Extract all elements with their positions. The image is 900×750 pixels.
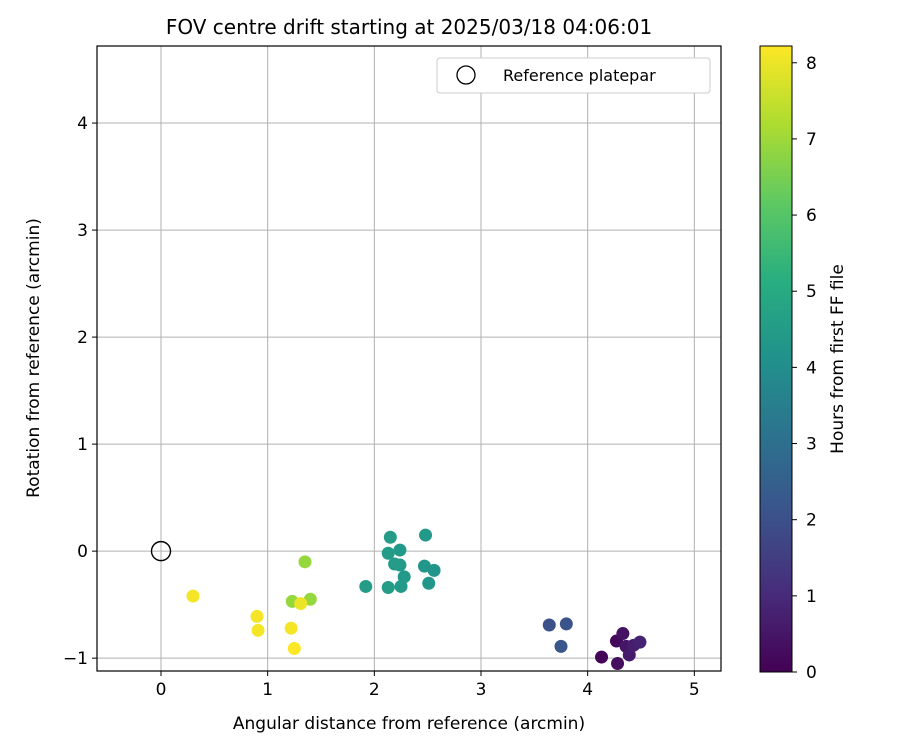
- x-tick-label: 3: [476, 680, 487, 700]
- colorbar-tick-label: 3: [806, 435, 817, 455]
- data-point: [417, 559, 431, 573]
- colorbar-tick-label: 1: [806, 587, 817, 607]
- data-point: [388, 557, 402, 571]
- x-tick-label: 4: [582, 680, 593, 700]
- plot-frame: [96, 45, 722, 672]
- data-point: [383, 530, 397, 544]
- colorbar-tick-label: 4: [806, 358, 817, 378]
- colorbar-label: Hours from first FF file: [828, 264, 848, 454]
- data-point: [419, 528, 433, 542]
- y-tick-label: 2: [77, 328, 88, 348]
- y-tick-label: 3: [77, 221, 88, 241]
- colorbar-tick-label: 7: [806, 130, 817, 150]
- x-tick-label: 0: [156, 680, 167, 700]
- y-tick-label: 4: [77, 114, 88, 134]
- data-point: [250, 609, 264, 623]
- data-point: [422, 576, 436, 590]
- y-axis-label: Rotation from reference (arcmin): [24, 218, 44, 498]
- y-axis-ticks: −1 0 1 2 3 4: [63, 114, 97, 669]
- chart-title: FOV centre drift starting at 2025/03/18 …: [166, 15, 652, 39]
- legend-label-reference: Reference platepar: [503, 66, 656, 85]
- x-tick-label: 5: [689, 680, 700, 700]
- data-point: [611, 657, 625, 671]
- grid-lines: [97, 46, 721, 671]
- data-points: [186, 528, 647, 671]
- data-point: [294, 597, 308, 611]
- data-point: [298, 555, 312, 569]
- reference-layer: [150, 540, 172, 562]
- y-tick-label: −1: [63, 649, 88, 669]
- data-point: [186, 589, 200, 603]
- legend: Reference platepar: [436, 57, 711, 94]
- data-point: [381, 581, 395, 595]
- data-point: [287, 642, 301, 656]
- colorbar-tick-label: 0: [806, 663, 817, 683]
- legend-box: [436, 57, 711, 94]
- colorbar-tick-label: 2: [806, 511, 817, 531]
- y-tick-label: 1: [77, 435, 88, 455]
- colorbar: 0 1 2 3 4 5 6 7 8 Hours from first FF file: [759, 45, 848, 683]
- data-point: [284, 621, 298, 635]
- colorbar-ticks: 0 1 2 3 4 5 6 7 8: [792, 54, 817, 683]
- data-point: [542, 618, 556, 632]
- reference-platepar-marker: [150, 540, 172, 562]
- data-point: [381, 546, 395, 560]
- colorbar-tick-label: 5: [806, 282, 817, 302]
- x-axis-label: Angular distance from reference (arcmin): [233, 714, 585, 734]
- data-point: [559, 617, 573, 631]
- data-point: [394, 579, 408, 593]
- colorbar-gradient: [759, 45, 793, 673]
- data-point: [616, 627, 630, 641]
- data-point: [554, 639, 568, 653]
- colorbar-tick-label: 8: [806, 54, 817, 74]
- x-axis-ticks: 0 1 2 3 4 5: [156, 671, 700, 700]
- y-tick-label: 0: [77, 542, 88, 562]
- data-point: [393, 543, 407, 557]
- data-point: [251, 623, 265, 637]
- x-tick-label: 1: [262, 680, 273, 700]
- data-point: [595, 650, 609, 664]
- colorbar-tick-label: 6: [806, 206, 817, 226]
- legend-marker-reference: [456, 65, 476, 85]
- data-point: [633, 635, 647, 649]
- data-point: [359, 579, 373, 593]
- x-tick-label: 2: [369, 680, 380, 700]
